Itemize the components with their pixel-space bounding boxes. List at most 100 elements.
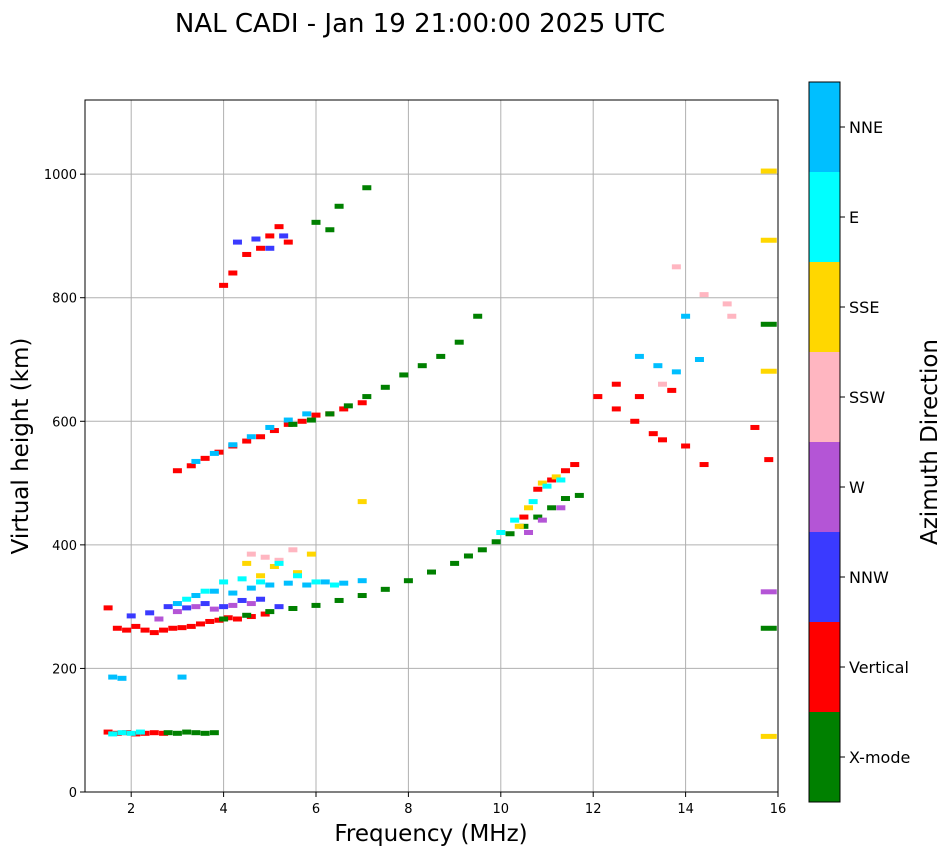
- data-point: [191, 593, 201, 599]
- data-point: [209, 450, 219, 456]
- data-point: [177, 625, 187, 631]
- x-tick-label: 4: [219, 802, 227, 817]
- series-vertical: [172, 400, 367, 474]
- data-point: [246, 434, 256, 440]
- series-vertical: [519, 387, 677, 520]
- data-point: [722, 301, 732, 307]
- data-point: [209, 606, 219, 612]
- colorbar-segment: [809, 622, 840, 712]
- series-vertical: [219, 224, 293, 288]
- data-point: [182, 729, 192, 735]
- data-point: [450, 560, 460, 566]
- data-point: [228, 590, 238, 596]
- data-point: [265, 582, 275, 588]
- colorbar-segment: [809, 532, 840, 622]
- data-point: [533, 486, 543, 492]
- data-point: [593, 394, 603, 400]
- x-tick-label: 6: [312, 802, 320, 817]
- data-point: [191, 604, 201, 610]
- data-point: [524, 505, 534, 511]
- series-sse: [760, 168, 777, 739]
- data-point: [196, 621, 205, 627]
- data-point: [302, 411, 312, 417]
- colorbar-frame: [808, 81, 841, 803]
- data-points: [103, 168, 777, 739]
- series-x-mode: [288, 313, 483, 427]
- data-point: [311, 219, 321, 225]
- data-point: [163, 604, 173, 610]
- data-point: [242, 251, 252, 257]
- data-point: [306, 551, 316, 557]
- data-point: [311, 602, 321, 608]
- data-point: [667, 387, 677, 393]
- data-point: [219, 616, 229, 622]
- y-tick-label: 0: [69, 786, 77, 801]
- data-point: [436, 353, 446, 359]
- data-point: [297, 418, 307, 424]
- data-point: [232, 616, 242, 622]
- data-point: [320, 579, 330, 585]
- data-point: [149, 730, 159, 736]
- data-point: [117, 675, 127, 681]
- data-point: [256, 245, 266, 251]
- data-point: [168, 625, 178, 631]
- data-point: [191, 458, 201, 464]
- x-axis-label: Frequency (MHz): [334, 821, 527, 847]
- data-point: [209, 588, 219, 594]
- series-vertical: [611, 381, 774, 468]
- colorbar-tick-label: E: [849, 208, 859, 227]
- data-point: [186, 463, 196, 469]
- data-point: [329, 582, 339, 588]
- data-point: [265, 609, 275, 615]
- series-e: [108, 729, 145, 737]
- data-point: [172, 609, 182, 615]
- data-point: [122, 730, 132, 736]
- series-nne: [172, 578, 367, 607]
- data-point: [362, 394, 372, 400]
- plot-frame: [84, 99, 779, 793]
- data-point: [764, 457, 774, 463]
- data-point: [357, 593, 367, 599]
- data-point: [117, 730, 127, 736]
- data-point: [237, 576, 247, 582]
- data-point: [311, 412, 321, 418]
- data-point: [658, 437, 667, 443]
- data-point: [172, 601, 182, 607]
- y-tick-label: 600: [52, 415, 77, 430]
- colorbar-tick-label: NNW: [849, 568, 889, 587]
- data-point: [209, 730, 219, 736]
- x-tick-label: 8: [404, 802, 412, 817]
- colorbar-tick-label: W: [849, 478, 865, 497]
- data-point: [505, 531, 515, 537]
- data-point: [135, 729, 145, 735]
- data-point: [274, 604, 284, 610]
- data-point: [172, 468, 182, 474]
- data-point: [219, 604, 229, 610]
- colorbar-segment: [809, 172, 840, 262]
- data-point: [574, 492, 584, 498]
- data-point: [186, 623, 196, 629]
- colorbar-segment: [809, 352, 840, 442]
- data-point: [325, 227, 335, 233]
- data-point: [200, 588, 210, 594]
- data-point: [265, 424, 275, 430]
- data-point: [760, 168, 777, 174]
- data-point: [214, 617, 224, 623]
- colorbar: X-mode Vertical NNW W SSW SSE E NNE: [808, 81, 910, 803]
- data-point: [200, 455, 210, 461]
- series-x-mode: [219, 492, 584, 622]
- data-point: [524, 530, 534, 535]
- data-point: [671, 264, 681, 270]
- data-point: [293, 573, 303, 579]
- data-point: [159, 730, 169, 736]
- data-point: [463, 553, 473, 559]
- data-point: [551, 474, 561, 480]
- data-point: [108, 674, 118, 680]
- data-point: [380, 586, 390, 592]
- x-tick-label: 2: [127, 802, 135, 817]
- data-point: [417, 363, 427, 369]
- data-point: [533, 514, 543, 520]
- y-tick-label: 800: [52, 292, 77, 307]
- data-point: [496, 530, 506, 535]
